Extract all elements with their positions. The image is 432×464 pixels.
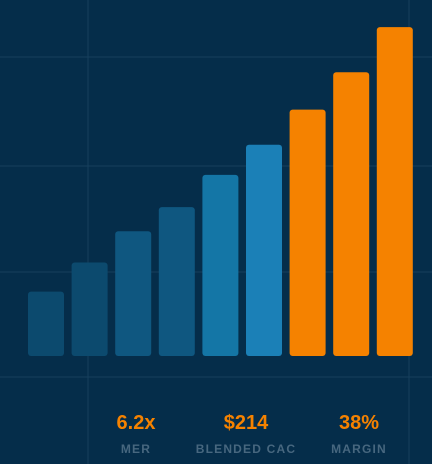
bar-5: [202, 174, 239, 356]
stat-mer: 6.2x MER: [76, 410, 196, 456]
stat-blended-cac-value: $214: [223, 412, 269, 434]
stat-blended-cac-label: BLENDED CAC: [195, 442, 297, 456]
bar-6: [246, 144, 282, 356]
stat-blended-cac: $214 BLENDED CAC: [186, 410, 306, 456]
stat-margin-label: MARGIN: [331, 442, 387, 456]
bar-8: [333, 72, 370, 357]
stat-mer-value: 6.2x: [116, 412, 156, 434]
stat-margin: 38% MARGIN: [299, 410, 419, 456]
bar-2: [71, 262, 108, 356]
bar-9: [376, 27, 413, 356]
bar-7: [289, 109, 326, 356]
bar-4: [158, 207, 195, 356]
stat-mer-label: MER: [120, 442, 152, 456]
stat-margin-value: 38%: [338, 412, 380, 434]
bar-3: [115, 231, 152, 356]
bars: [28, 27, 413, 357]
bar-1: [28, 291, 64, 356]
